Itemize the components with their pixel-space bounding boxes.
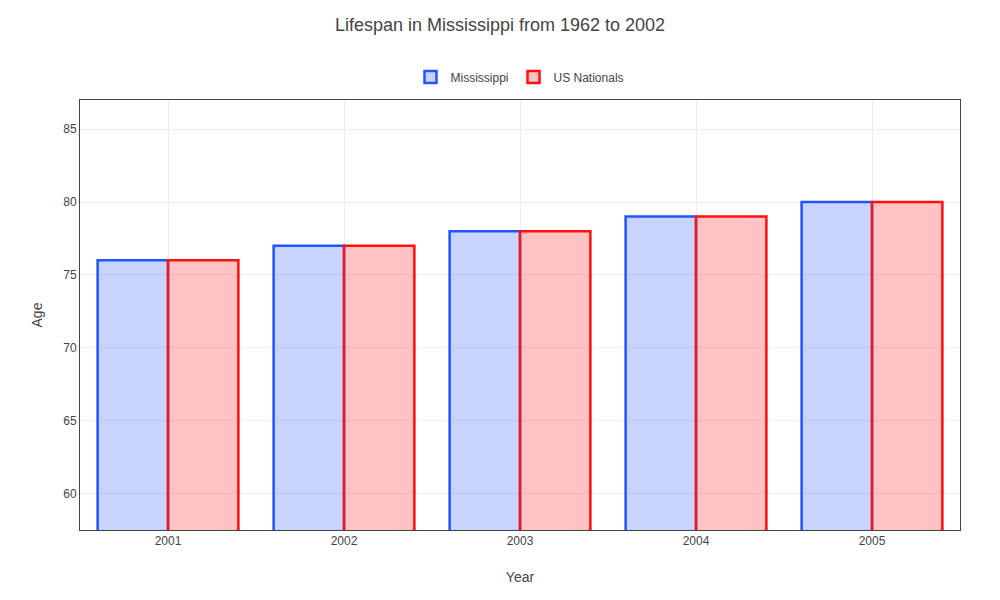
svg-text:2002: 2002 bbox=[331, 534, 358, 548]
svg-text:70: 70 bbox=[63, 341, 77, 355]
svg-text:Age: Age bbox=[29, 302, 45, 327]
svg-text:85: 85 bbox=[63, 122, 77, 136]
svg-text:Mississippi: Mississippi bbox=[451, 71, 509, 85]
svg-text:2003: 2003 bbox=[507, 534, 534, 548]
svg-text:80: 80 bbox=[63, 195, 77, 209]
svg-text:75: 75 bbox=[63, 268, 77, 282]
svg-text:2005: 2005 bbox=[859, 534, 886, 548]
svg-text:65: 65 bbox=[63, 414, 77, 428]
svg-text:60: 60 bbox=[63, 487, 77, 501]
svg-text:2004: 2004 bbox=[683, 534, 710, 548]
svg-text:2001: 2001 bbox=[155, 534, 182, 548]
svg-text:Lifespan in Mississippi from 1: Lifespan in Mississippi from 1962 to 200… bbox=[335, 15, 665, 35]
svg-text:Year: Year bbox=[506, 569, 535, 585]
svg-text:US Nationals: US Nationals bbox=[554, 71, 624, 85]
